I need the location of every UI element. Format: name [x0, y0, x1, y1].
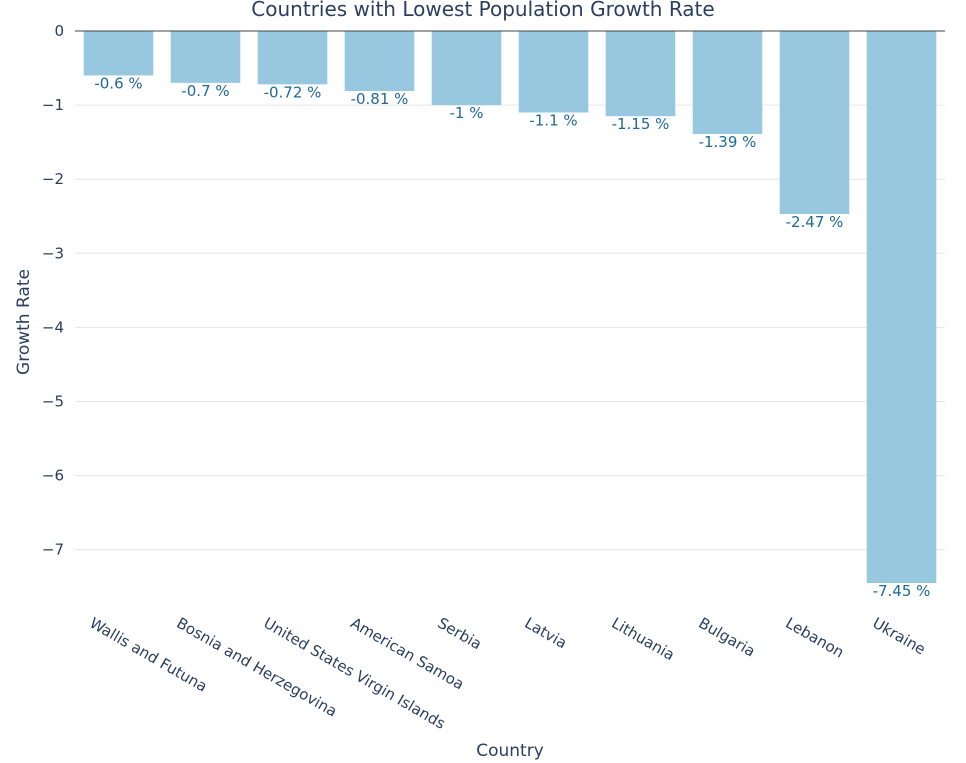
x-tick-label: Serbia — [435, 614, 485, 653]
x-tick-label: Ukraine — [870, 614, 929, 659]
y-tick-label: −2 — [42, 170, 64, 188]
bar — [692, 31, 763, 134]
bar — [518, 31, 589, 113]
y-tick-label: −6 — [42, 467, 64, 485]
data-labels: -0.6 % -0.7 % -0.72 % -0.81 % -1 % -1.1 % -1.1… — [94, 74, 930, 600]
bar — [257, 31, 328, 85]
bar-data-label: -1.15 % — [612, 115, 670, 133]
x-tick-label: Latvia — [522, 614, 571, 652]
y-tick-label: −1 — [42, 96, 64, 114]
y-tick-label: −3 — [42, 244, 64, 262]
bar-data-label: -0.72 % — [264, 83, 322, 101]
y-tick-label: −5 — [42, 392, 64, 410]
bar — [170, 31, 241, 83]
bar — [83, 31, 154, 76]
gridlines — [75, 104, 945, 551]
y-tick-label: −7 — [42, 541, 64, 559]
bars — [83, 31, 937, 583]
y-axis-title: Growth Rate — [14, 269, 34, 375]
x-tick-label: Bulgaria — [696, 614, 759, 661]
x-tick-label: Lithuania — [609, 614, 678, 664]
x-axis-title: Country — [476, 741, 544, 761]
y-tick-label: 0 — [54, 22, 64, 40]
bar — [344, 31, 415, 92]
bar-data-label: -0.7 % — [181, 82, 229, 100]
bar-data-label: -0.81 % — [351, 90, 409, 108]
bar — [779, 31, 850, 215]
bar — [866, 31, 937, 583]
x-tick-label: Lebanon — [783, 614, 848, 662]
y-tick-label: −4 — [42, 318, 64, 336]
bar-data-label: -0.6 % — [94, 74, 142, 92]
chart-title: Countries with Lowest Population Growth … — [251, 0, 714, 21]
bar — [431, 31, 502, 106]
bar-data-label: -7.45 % — [873, 582, 931, 600]
bar-data-label: -1 % — [450, 104, 484, 122]
bar-data-label: -1.1 % — [529, 112, 577, 130]
bar — [605, 31, 676, 117]
bar-data-label: -2.47 % — [786, 213, 844, 231]
x-tick-label: Bosnia and Herzegovina — [174, 614, 341, 721]
bar-data-label: -1.39 % — [699, 133, 757, 151]
y-axis-ticks: 0 −1 −2 −3 −4 −5 −6 −7 — [42, 22, 64, 559]
